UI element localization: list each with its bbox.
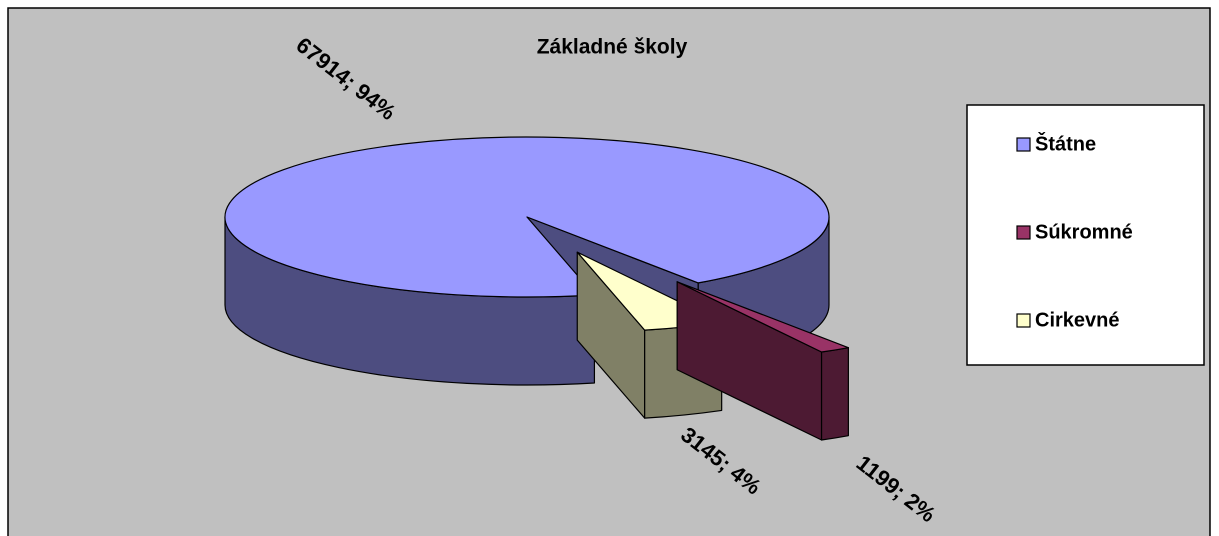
legend-label: Súkromné xyxy=(1035,221,1133,243)
legend-swatch xyxy=(1016,225,1031,240)
slice-wall xyxy=(820,347,849,441)
legend-label: Štátne xyxy=(1035,131,1096,155)
slice xyxy=(676,281,849,353)
pie xyxy=(224,136,849,441)
legend xyxy=(966,104,1205,366)
chart-title: Základné školy xyxy=(537,36,688,59)
legend-swatch xyxy=(1016,137,1031,152)
legend-label: Cirkevné xyxy=(1035,309,1120,331)
legend-swatch xyxy=(1016,313,1031,328)
slice xyxy=(224,136,830,298)
